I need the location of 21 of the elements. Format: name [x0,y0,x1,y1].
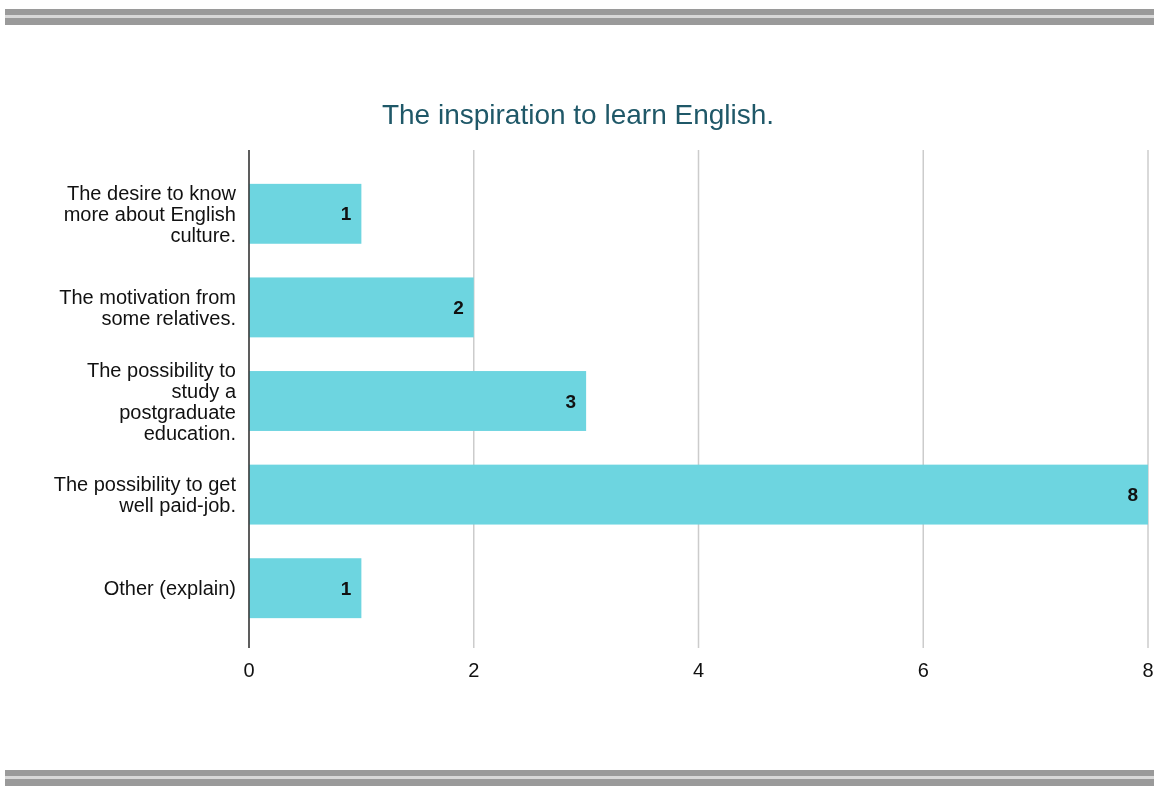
data-label: 3 [565,390,577,412]
y-tick-label: The possibility to get well paid-job. [53,473,237,517]
x-tick-label: 4 [692,659,705,681]
x-tick-label: 6 [917,659,929,681]
bar [249,558,362,619]
x-tick-label: 2 [468,659,480,681]
y-tick-label: The desire to know more about English culture. [63,181,237,246]
data-label: 1 [340,203,352,225]
y-tick-label: The motivation from some relatives. [59,285,236,329]
y-tick-label: The possibility to study a postgraduate education. [87,358,237,444]
bar [249,277,474,338]
bar [249,371,587,431]
data-label: 1 [340,577,352,599]
x-tick-label: 0 [243,659,255,681]
bar [249,464,1148,525]
chart-title: The inspiration to learn English. [381,99,775,130]
bar [249,183,362,244]
data-label: 2 [453,297,464,319]
data-label: 8 [1127,484,1138,506]
y-tick-label: Other (explain) [103,577,236,600]
x-tick-label: 8 [1142,659,1154,681]
